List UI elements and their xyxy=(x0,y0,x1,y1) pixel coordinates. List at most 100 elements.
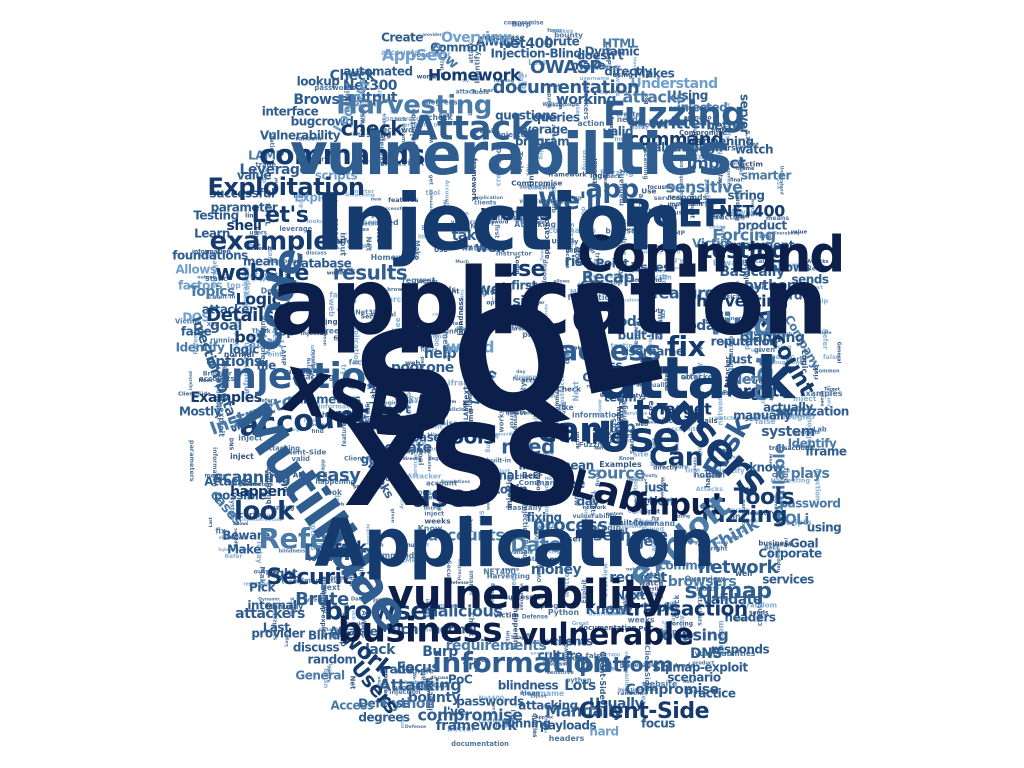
filler-word: degrees xyxy=(426,99,458,107)
cloud-word-homework: Homework xyxy=(428,66,521,85)
cloud-word-walkthrough: Walkthrough xyxy=(641,141,723,155)
filler-word: Mostly xyxy=(629,125,649,131)
cloud-word-goal: Goal xyxy=(790,537,819,551)
cloud-word-network: network xyxy=(698,557,779,578)
filler-word: process xyxy=(382,673,389,701)
filler-word: Defense xyxy=(261,286,296,295)
filler-word: Examples xyxy=(599,460,642,469)
filler-word: Client-Side xyxy=(598,651,607,700)
filler-word: line xyxy=(418,234,430,240)
filler-word: responds xyxy=(667,193,707,202)
filler-word: Details xyxy=(474,127,500,135)
filler-word: Targets xyxy=(671,600,677,625)
filler-word: Examples xyxy=(800,389,843,398)
filler-word: use xyxy=(540,428,551,434)
filler-word: normal xyxy=(224,350,254,359)
cloud-word-information: information xyxy=(432,646,611,679)
filler-word: Point xyxy=(263,350,282,358)
cloud-word-corporate: Corporate xyxy=(758,547,822,561)
filler-word: Victim xyxy=(737,160,763,169)
filler-word: validate xyxy=(744,259,751,288)
cloud-word-understand: Understand xyxy=(630,76,717,92)
filler-word: password xyxy=(481,220,509,226)
filler-word: attacks xyxy=(249,333,267,339)
filler-word: XSRF xyxy=(330,579,343,585)
filler-word: LAMP xyxy=(279,345,287,366)
filler-word: compromise xyxy=(408,418,458,427)
filler-word: Net400 xyxy=(478,695,504,702)
filler-word: error xyxy=(642,603,659,609)
filler-word: Refer xyxy=(821,329,829,350)
filler-word: find xyxy=(311,429,323,435)
filler-word: Application xyxy=(639,354,648,400)
cloud-word-poor: poor xyxy=(391,360,426,376)
filler-word: scripts xyxy=(537,452,553,457)
filler-word: program xyxy=(540,602,573,610)
filler-word: PoC xyxy=(638,624,653,633)
filler-word: line xyxy=(730,512,746,521)
filler-word: easy xyxy=(647,400,656,420)
filler-word: Can xyxy=(520,81,526,93)
filler-word: business xyxy=(405,680,429,686)
filler-word: culture xyxy=(697,446,703,466)
filler-word: example xyxy=(531,651,553,657)
filler-word: Great xyxy=(343,421,359,427)
filler-word: Makes xyxy=(552,29,574,35)
filler-word: common xyxy=(534,463,542,494)
filler-word: Next xyxy=(321,583,341,592)
cloud-word-html: HTML xyxy=(602,37,639,51)
filler-word: Date xyxy=(820,330,832,336)
filler-word: degrees xyxy=(237,424,259,430)
filler-word: Next xyxy=(462,386,471,406)
cloud-word-trade: trade xyxy=(379,663,413,677)
filler-word: SQL xyxy=(473,658,484,664)
filler-word: Attacking xyxy=(514,220,556,229)
filler-word: logic xyxy=(590,171,609,180)
filler-word: false xyxy=(526,283,540,289)
cloud-word-input: input xyxy=(639,488,725,523)
filler-word: framework xyxy=(548,171,587,178)
filler-word: Identify xyxy=(627,477,647,483)
filler-word: happening xyxy=(691,125,698,162)
filler-word: common xyxy=(429,602,462,610)
filler-word: discuss xyxy=(543,662,565,668)
filler-word: CTF xyxy=(772,473,784,479)
filler-word: Check xyxy=(801,285,816,291)
filler-word: framework xyxy=(400,399,425,404)
cloud-word-sanitization: sanitization xyxy=(775,405,848,419)
filler-word: based xyxy=(277,280,299,288)
filler-word: brute xyxy=(507,323,526,330)
filler-word: Identify xyxy=(515,218,538,224)
cloud-word-using: Using xyxy=(672,89,708,103)
filler-word: can xyxy=(370,324,383,332)
filler-word: injection xyxy=(408,109,417,144)
cloud-word-risk: risk xyxy=(564,254,593,270)
filler-word: trade xyxy=(484,35,497,41)
filler-word: allows xyxy=(347,241,373,250)
filler-word: now xyxy=(664,602,676,608)
filler-word: framework xyxy=(470,158,479,201)
cloud-word-password: password xyxy=(780,497,841,511)
filler-word: bugcrowd xyxy=(430,386,438,424)
filler-word: Let's xyxy=(344,299,357,305)
filler-word: program xyxy=(467,374,490,380)
filler-word: Logic xyxy=(380,401,397,407)
cloud-word-automated: automated xyxy=(343,65,412,79)
filler-word: Think xyxy=(251,328,271,335)
filler-word: get xyxy=(442,444,451,450)
cloud-word-targets: Targets xyxy=(724,382,788,401)
filler-word: Company xyxy=(659,313,665,337)
cloud-word-results: results xyxy=(333,261,407,285)
cloud-word-final: final xyxy=(490,469,518,483)
filler-word: services xyxy=(623,411,648,417)
cloud-word-need: need xyxy=(501,435,555,459)
filler-word: Makes xyxy=(490,381,496,397)
cloud-word-browsers: browsers xyxy=(668,574,737,590)
filler-word: Walkthrough xyxy=(512,397,518,433)
filler-word: Victim xyxy=(648,273,672,281)
filler-word: working xyxy=(540,550,560,556)
filler-word: request xyxy=(703,178,711,208)
cloud-word-actually: actually xyxy=(763,401,813,415)
filler-word: box xyxy=(327,664,333,673)
cloud-word-use: Use xyxy=(597,413,679,462)
